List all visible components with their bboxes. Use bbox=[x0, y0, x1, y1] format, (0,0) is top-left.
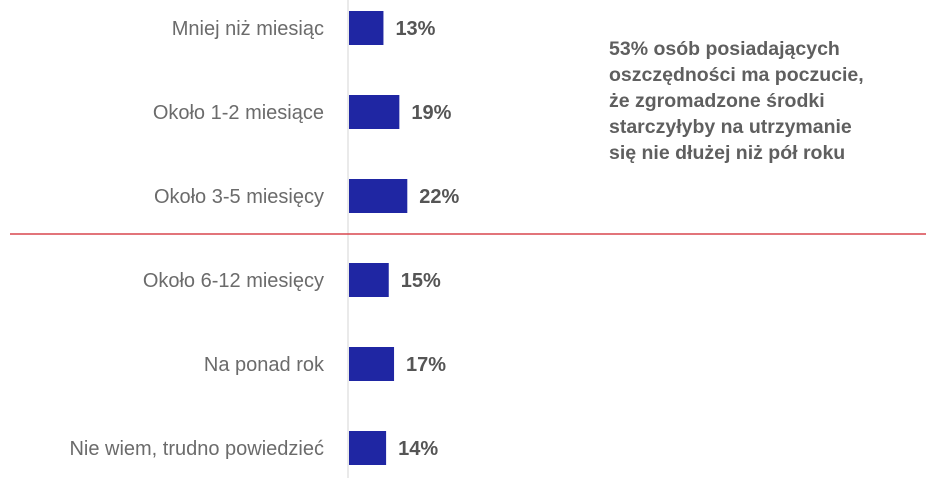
bar bbox=[349, 431, 387, 465]
value-label: 22% bbox=[419, 186, 459, 208]
bar bbox=[349, 11, 384, 45]
bar bbox=[349, 179, 408, 213]
bar bbox=[349, 347, 395, 381]
category-label: Około 1-2 miesiące bbox=[153, 102, 324, 124]
category-label: Nie wiem, trudno powiedzieć bbox=[69, 438, 324, 460]
bar bbox=[349, 95, 400, 129]
annotation-text: 53% osób posiadających oszczędności ma p… bbox=[609, 38, 864, 164]
value-label: 17% bbox=[406, 354, 446, 376]
category-label: Na ponad rok bbox=[204, 354, 325, 376]
category-label: Około 6-12 miesięcy bbox=[143, 270, 324, 292]
category-label: Mniej niż miesiąc bbox=[172, 18, 324, 40]
bar bbox=[349, 263, 389, 297]
value-label: 19% bbox=[411, 102, 451, 124]
value-label: 14% bbox=[398, 438, 438, 460]
value-label: 15% bbox=[401, 270, 441, 292]
category-label: Około 3-5 miesięcy bbox=[154, 186, 324, 208]
bars-group: Mniej niż miesiąc 13% Około 1-2 miesiące 19… bbox=[69, 11, 460, 465]
value-label: 13% bbox=[395, 18, 435, 40]
